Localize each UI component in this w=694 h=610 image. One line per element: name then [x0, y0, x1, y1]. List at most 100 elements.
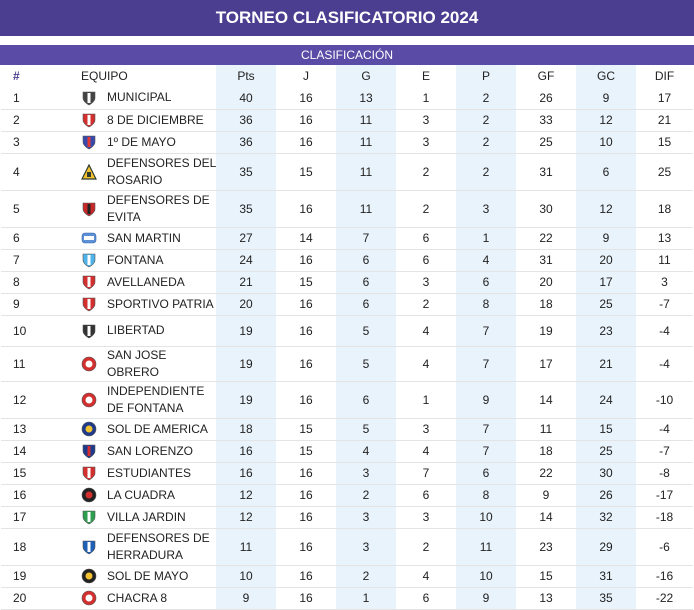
cell-position: 4 — [13, 164, 20, 179]
cell-played: 16 — [299, 135, 313, 149]
cell-lost: 8 — [456, 293, 516, 315]
table-row: 5 DEFENSORES DE EVITA 35 16 11 2 3 30 12 18 — [1, 190, 693, 227]
cell-lost: 6 — [456, 271, 516, 293]
cell-won: 11 — [336, 109, 396, 131]
cell-goal-diff: 3 — [661, 275, 668, 289]
cell-played: 16 — [299, 591, 313, 605]
shield-crest-icon — [82, 444, 96, 459]
shield-crest-icon — [82, 135, 96, 150]
tournament-title: TORNEO CLASIFICATORIO 2024 — [215, 8, 479, 27]
cell-team: SAN JOSE OBRERO — [41, 346, 216, 381]
cell-team: DEFENSORES DE EVITA — [41, 190, 216, 227]
cell-goal-diff: -7 — [659, 297, 670, 311]
cell-lost: 7 — [456, 346, 516, 381]
table-header-row: # EQUIPO Pts J G E P GF GC DIF — [1, 65, 693, 87]
cell-goal-diff: -4 — [659, 356, 670, 371]
col-header-team: EQUIPO — [81, 69, 128, 83]
cell-lost: 10 — [456, 506, 516, 528]
cell-drawn: 4 — [422, 323, 430, 338]
standings-subtitle-bar: CLASIFICACIÓN — [0, 45, 694, 65]
cell-lost: 2 — [456, 87, 516, 109]
cell-goal-diff: 17 — [657, 90, 672, 105]
cell-goals-against: 25 — [576, 293, 636, 315]
cell-goals-for: 25 — [539, 135, 553, 149]
cell-drawn: 3 — [422, 510, 430, 524]
cell-goals-against: 29 — [576, 528, 636, 565]
cell-played: 15 — [299, 422, 313, 436]
cell-won: 7 — [336, 227, 396, 249]
cell-goal-diff: -8 — [659, 466, 670, 480]
cell-lost: 2 — [456, 109, 516, 131]
cell-won: 3 — [336, 528, 396, 565]
cell-drawn: 2 — [422, 201, 430, 216]
shield-crest-icon — [82, 202, 96, 216]
cell-lost: 2 — [456, 153, 516, 190]
cell-goals-for: 14 — [539, 510, 553, 524]
team-name: AVELLANEDA — [107, 274, 185, 289]
team-name: SAN MARTIN — [107, 230, 181, 245]
cell-goals-against: 15 — [576, 418, 636, 440]
cell-goals-for: 30 — [539, 201, 553, 216]
cell-points: 36 — [216, 109, 276, 131]
standings-table: # EQUIPO Pts J G E P GF GC DIF 1 MUNICIPA… — [1, 65, 693, 610]
cell-goal-diff: 21 — [657, 113, 672, 127]
cell-team: LA CUADRA — [41, 484, 216, 506]
cell-goals-for: 26 — [539, 90, 553, 105]
team-name: MUNICIPAL — [107, 90, 172, 105]
col-header-goals-for: GF — [537, 69, 555, 83]
cell-goal-diff: 15 — [657, 135, 672, 149]
cell-team: SAN LORENZO — [41, 440, 216, 462]
cell-won: 6 — [336, 271, 396, 293]
cell-played: 16 — [299, 323, 313, 338]
cell-goals-for: 15 — [539, 569, 553, 583]
cell-goal-diff: -4 — [659, 323, 670, 338]
standings-body: 1 MUNICIPAL 40 16 13 1 2 26 9 17 2 8 DE DICIEMBRE 36… — [1, 87, 693, 609]
cell-goals-against: 20 — [576, 249, 636, 271]
col-header-goals-against: GC — [576, 65, 636, 87]
cell-goals-against: 17 — [576, 271, 636, 293]
cell-played: 16 — [299, 113, 313, 127]
cell-team: ESTUDIANTES — [41, 462, 216, 484]
cell-goals-against: 12 — [576, 109, 636, 131]
table-row: 11 SAN JOSE OBRERO 19 16 5 4 7 17 21 -4 — [1, 346, 693, 381]
cell-drawn: 1 — [422, 90, 430, 105]
cell-played: 16 — [299, 510, 313, 524]
cell-team: 1º DE MAYO — [41, 131, 216, 153]
cell-drawn: 3 — [422, 135, 430, 149]
cell-position: 20 — [13, 591, 27, 605]
cell-goals-for: 13 — [539, 591, 553, 605]
cell-points: 36 — [216, 131, 276, 153]
cell-points: 19 — [216, 346, 276, 381]
cell-points: 10 — [216, 565, 276, 587]
cell-points: 12 — [216, 484, 276, 506]
table-row: 19 SOL DE MAYO 10 16 2 4 10 15 31 -16 — [1, 565, 693, 587]
cell-won: 11 — [336, 153, 396, 190]
cell-played: 16 — [299, 488, 313, 502]
round-crest-icon — [81, 568, 97, 584]
team-name: LA CUADRA — [107, 487, 176, 502]
cell-drawn: 6 — [422, 591, 430, 605]
cell-drawn: 6 — [422, 253, 430, 267]
col-header-played: J — [303, 69, 309, 83]
cell-goal-diff: -18 — [655, 510, 674, 524]
cell-won: 3 — [336, 462, 396, 484]
cell-lost: 7 — [456, 440, 516, 462]
cell-goals-against: 35 — [576, 587, 636, 609]
standings-subtitle: CLASIFICACIÓN — [300, 48, 393, 62]
cell-points: 21 — [216, 271, 276, 293]
cell-position: 7 — [13, 253, 20, 267]
cell-won: 2 — [336, 484, 396, 506]
cell-won: 4 — [336, 440, 396, 462]
table-row: 12 INDEPENDIENTE DE FONTANA 19 16 6 1 9 14 24 -10 — [1, 381, 693, 418]
cell-goal-diff: -16 — [655, 569, 674, 583]
team-name: INDEPENDIENTE DE FONTANA — [107, 383, 205, 415]
cell-team: AVELLANEDA — [41, 271, 216, 293]
team-name: ESTUDIANTES — [107, 465, 192, 480]
round-crest-icon — [81, 356, 97, 371]
cell-points: 12 — [216, 506, 276, 528]
cell-lost: 9 — [456, 381, 516, 418]
cell-goal-diff: 25 — [657, 164, 672, 179]
cell-won: 11 — [336, 131, 396, 153]
cell-position: 1 — [13, 90, 20, 105]
cell-position: 13 — [13, 422, 27, 436]
